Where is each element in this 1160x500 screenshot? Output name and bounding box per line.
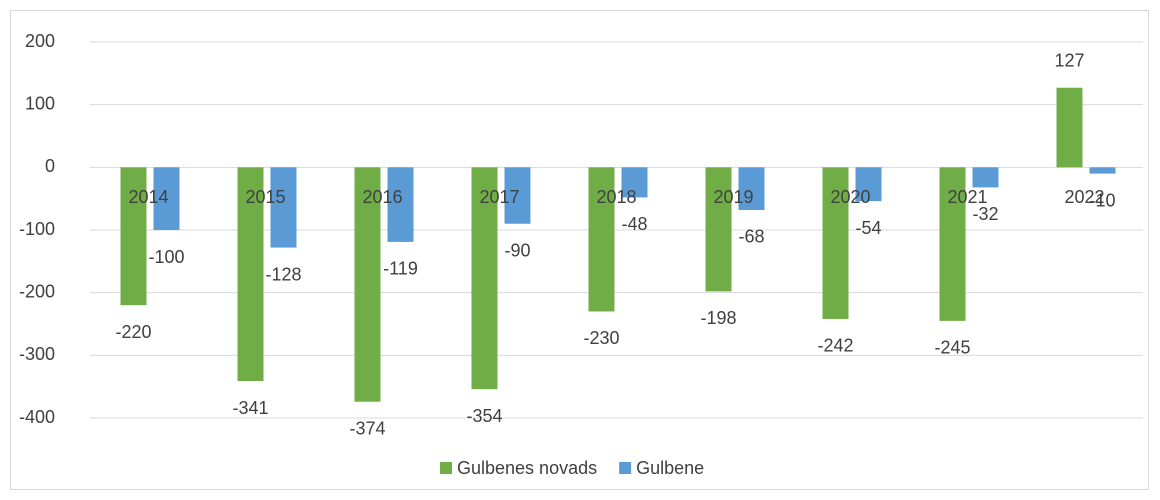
y-tick-label: -300 — [19, 344, 55, 364]
y-tick-label: -400 — [19, 407, 55, 427]
value-label: -10 — [1089, 190, 1115, 210]
bar — [354, 167, 381, 402]
value-label: -90 — [504, 240, 530, 260]
bar — [270, 167, 297, 248]
y-tick-label: -200 — [19, 281, 55, 301]
legend-label: Gulbenes novads — [457, 458, 597, 478]
bar — [705, 167, 732, 292]
x-tick-label: 2014 — [128, 187, 168, 207]
bar — [153, 167, 180, 230]
x-tick-label: 2016 — [362, 187, 402, 207]
x-tick-label: 2020 — [830, 187, 870, 207]
value-label: -68 — [738, 227, 764, 247]
value-label: -341 — [232, 398, 268, 418]
legend-label: Gulbene — [636, 458, 704, 478]
legend-swatch — [440, 462, 452, 474]
x-tick-label: 2019 — [713, 187, 753, 207]
value-label: -54 — [855, 218, 881, 238]
x-tick-label: 2021 — [947, 187, 987, 207]
bar — [939, 167, 966, 321]
value-label: -220 — [115, 322, 151, 342]
value-label: -374 — [349, 418, 385, 438]
y-tick-label: 200 — [25, 31, 55, 51]
bar — [972, 167, 999, 188]
value-label: -230 — [583, 328, 619, 348]
bar — [738, 167, 765, 210]
legend-swatch — [619, 462, 632, 474]
bar — [471, 167, 498, 390]
value-label: -242 — [817, 336, 853, 356]
bar — [822, 167, 849, 319]
y-tick-label: -100 — [19, 219, 55, 239]
x-tick-label: 2018 — [596, 187, 636, 207]
x-tick-label: 2015 — [245, 187, 285, 207]
bar — [387, 167, 414, 242]
bar — [237, 167, 264, 382]
value-label: -119 — [383, 259, 418, 279]
value-label: -354 — [466, 406, 502, 426]
x-tick-label: 2022 — [1064, 187, 1104, 207]
bar — [621, 167, 648, 198]
value-label: -100 — [148, 247, 184, 267]
y-tick-label: 0 — [45, 156, 55, 176]
value-label: 127 — [1054, 50, 1084, 70]
value-label: -128 — [265, 264, 301, 284]
y-tick-label: 100 — [25, 93, 55, 113]
bar — [1056, 87, 1083, 168]
value-label: -198 — [700, 308, 736, 328]
bar — [588, 167, 615, 312]
value-label: -245 — [934, 338, 970, 358]
bar — [855, 167, 882, 202]
value-label: -32 — [972, 204, 998, 224]
value-label: -48 — [621, 214, 647, 234]
bar — [1089, 167, 1116, 174]
bar — [504, 167, 531, 224]
x-tick-label: 2017 — [479, 187, 519, 207]
bar — [120, 167, 147, 306]
